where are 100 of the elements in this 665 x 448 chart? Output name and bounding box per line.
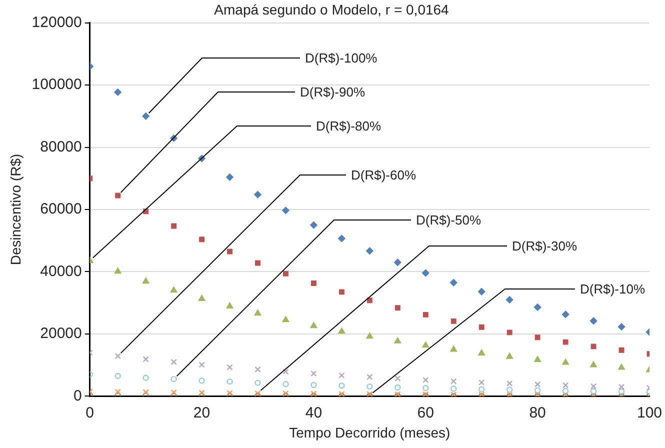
x-tick-label: 20 [193, 404, 210, 422]
point [450, 386, 457, 392]
point [450, 378, 457, 384]
text: D(R$)-100% [305, 50, 378, 66]
point [562, 310, 570, 318]
y-axis-title: Desincentivo (R$) [7, 154, 24, 266]
point [478, 349, 485, 356]
point [478, 288, 486, 296]
point [283, 270, 288, 276]
point [590, 383, 597, 390]
point [562, 358, 569, 365]
point [142, 278, 150, 284]
point [338, 372, 345, 378]
point [366, 383, 373, 390]
text: D(R$)-10% [580, 282, 646, 297]
point [310, 221, 318, 229]
point [506, 352, 513, 359]
point [394, 258, 402, 266]
point [534, 381, 541, 388]
point [170, 389, 177, 396]
point [142, 389, 149, 396]
point [310, 382, 317, 388]
point [534, 387, 541, 394]
point [170, 358, 177, 366]
point [618, 364, 625, 370]
x-axis-title: Tempo Decorrido (meses) [289, 424, 450, 440]
x-tick-label: 40 [305, 404, 322, 422]
point [366, 332, 374, 339]
point [142, 374, 149, 381]
point [478, 379, 485, 386]
point [114, 268, 122, 274]
point [450, 346, 457, 352]
point [310, 280, 316, 286]
point [254, 366, 261, 373]
y-tick-label: 120000 [32, 14, 82, 31]
point [198, 295, 206, 302]
point [562, 388, 569, 394]
point [114, 88, 122, 96]
point [618, 323, 626, 330]
point [142, 356, 149, 362]
point [170, 376, 177, 382]
x-tick-label: 0 [86, 404, 94, 422]
point [198, 390, 205, 396]
point [618, 384, 625, 390]
point [506, 296, 514, 304]
point [478, 386, 485, 392]
point [115, 192, 121, 198]
point [282, 206, 290, 214]
point [338, 234, 346, 242]
point [142, 112, 150, 120]
point [506, 386, 513, 393]
point [226, 378, 233, 385]
point [534, 356, 541, 362]
text: D(R$)-60% [351, 168, 416, 183]
y-tick-label: 80000 [40, 138, 82, 156]
point [366, 247, 374, 254]
y-tick-label: 40000 [40, 262, 82, 280]
point [366, 374, 373, 380]
point [478, 324, 484, 330]
point [590, 361, 597, 368]
point [226, 174, 234, 181]
point [171, 223, 177, 229]
point [618, 388, 625, 395]
point [618, 347, 624, 353]
point [422, 312, 428, 318]
point [114, 352, 121, 360]
point [562, 382, 569, 388]
point [114, 388, 121, 395]
point [534, 334, 540, 340]
point [422, 342, 430, 348]
point [422, 376, 429, 384]
point [422, 385, 429, 392]
point [338, 328, 346, 334]
point [199, 236, 204, 242]
point [562, 339, 568, 345]
point [255, 260, 260, 266]
point [394, 305, 400, 311]
point [310, 322, 318, 328]
point [506, 330, 512, 336]
text: D(R$)-90% [300, 84, 366, 100]
point [198, 378, 205, 384]
point [170, 286, 178, 293]
y-tick-label: 20000 [40, 325, 82, 342]
point [226, 302, 234, 308]
y-tick-label: 60000 [40, 200, 82, 218]
point [394, 375, 401, 382]
point [227, 248, 232, 254]
point [422, 269, 430, 277]
point [254, 380, 261, 386]
y-tick-label: 100000 [32, 76, 82, 94]
point [338, 289, 344, 295]
point [394, 337, 402, 344]
point [310, 370, 317, 377]
point [506, 380, 513, 387]
point [226, 364, 233, 370]
point [534, 304, 542, 311]
point [254, 310, 262, 316]
point [450, 318, 456, 324]
point [282, 380, 289, 388]
point [114, 372, 121, 380]
